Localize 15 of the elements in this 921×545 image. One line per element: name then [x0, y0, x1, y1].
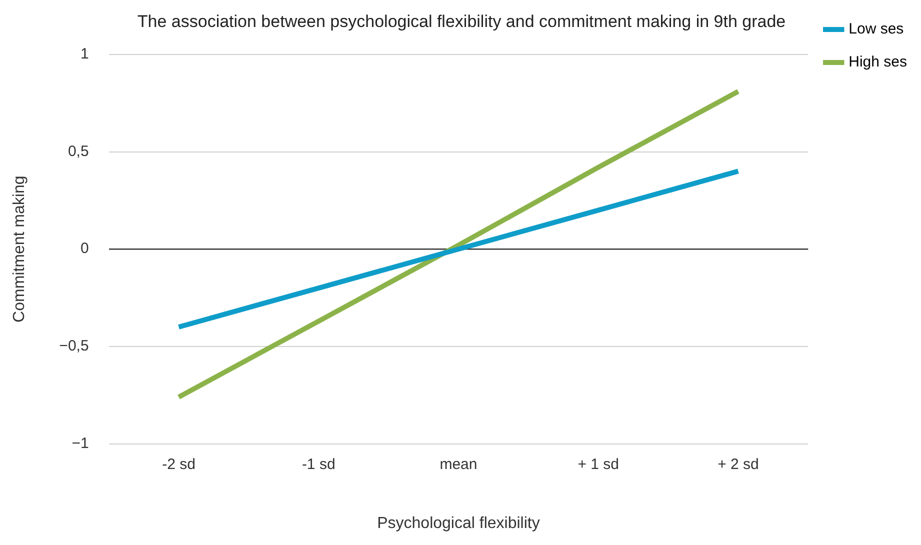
y-tick-label: 0,5: [68, 142, 89, 160]
y-tick-label: −0,5: [59, 338, 89, 355]
legend-label: Low ses: [848, 20, 904, 38]
legend-label: High ses: [848, 54, 907, 71]
chart-title: The association between psychological flexibility and commitment making in 9th grade: [137, 12, 786, 31]
x-axis-title: Psychological flexibility: [377, 514, 540, 532]
x-tick-label: + 1 sd: [578, 456, 619, 473]
x-tick-label: + 2 sd: [718, 456, 759, 473]
y-axis-title: Commitment making: [11, 176, 28, 322]
x-tick-label: -2 sd: [162, 456, 196, 473]
y-tick-label: −1: [72, 434, 89, 452]
x-tick-label: -1 sd: [302, 456, 336, 473]
x-tick-label: mean: [440, 456, 478, 473]
y-tick-label: 1: [80, 46, 89, 63]
y-tick-label: 0: [80, 240, 89, 258]
